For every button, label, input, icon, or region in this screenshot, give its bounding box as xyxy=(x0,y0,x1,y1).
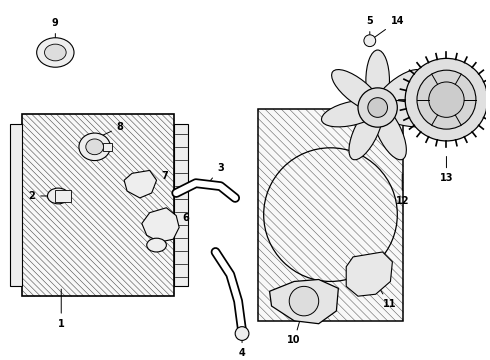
Text: 8: 8 xyxy=(97,122,123,138)
Circle shape xyxy=(405,58,488,141)
Text: 6: 6 xyxy=(167,212,190,225)
Polygon shape xyxy=(346,252,392,296)
Bar xyxy=(10,124,22,286)
Ellipse shape xyxy=(321,100,381,127)
Ellipse shape xyxy=(332,69,381,112)
Circle shape xyxy=(235,327,249,341)
Circle shape xyxy=(289,286,318,316)
Ellipse shape xyxy=(374,100,434,127)
Text: 1: 1 xyxy=(58,289,65,329)
Ellipse shape xyxy=(374,69,424,112)
Circle shape xyxy=(429,82,464,117)
Circle shape xyxy=(358,88,397,127)
Text: 7: 7 xyxy=(145,171,168,181)
Ellipse shape xyxy=(48,188,69,204)
Ellipse shape xyxy=(86,139,103,155)
Ellipse shape xyxy=(372,104,406,160)
Ellipse shape xyxy=(37,38,74,67)
Text: 2: 2 xyxy=(28,191,55,201)
Text: 9: 9 xyxy=(52,18,59,40)
Ellipse shape xyxy=(79,133,110,161)
Text: 14: 14 xyxy=(372,16,404,39)
Polygon shape xyxy=(142,208,179,242)
Text: 3: 3 xyxy=(207,163,224,184)
Text: 4: 4 xyxy=(239,341,245,358)
Ellipse shape xyxy=(147,238,167,252)
Bar xyxy=(174,124,188,286)
Bar xyxy=(102,143,112,151)
Polygon shape xyxy=(270,279,339,324)
Circle shape xyxy=(368,98,388,117)
Ellipse shape xyxy=(349,104,383,160)
Ellipse shape xyxy=(45,44,66,61)
Text: 10: 10 xyxy=(287,309,303,345)
Polygon shape xyxy=(124,170,157,198)
Bar xyxy=(22,114,174,296)
Text: 13: 13 xyxy=(440,157,453,183)
Bar xyxy=(55,190,71,202)
Text: 11: 11 xyxy=(371,276,396,309)
Text: 5: 5 xyxy=(367,16,373,38)
Ellipse shape xyxy=(366,50,390,111)
Circle shape xyxy=(364,35,376,46)
Bar xyxy=(258,109,403,321)
Text: 12: 12 xyxy=(395,174,409,206)
Circle shape xyxy=(417,70,476,129)
